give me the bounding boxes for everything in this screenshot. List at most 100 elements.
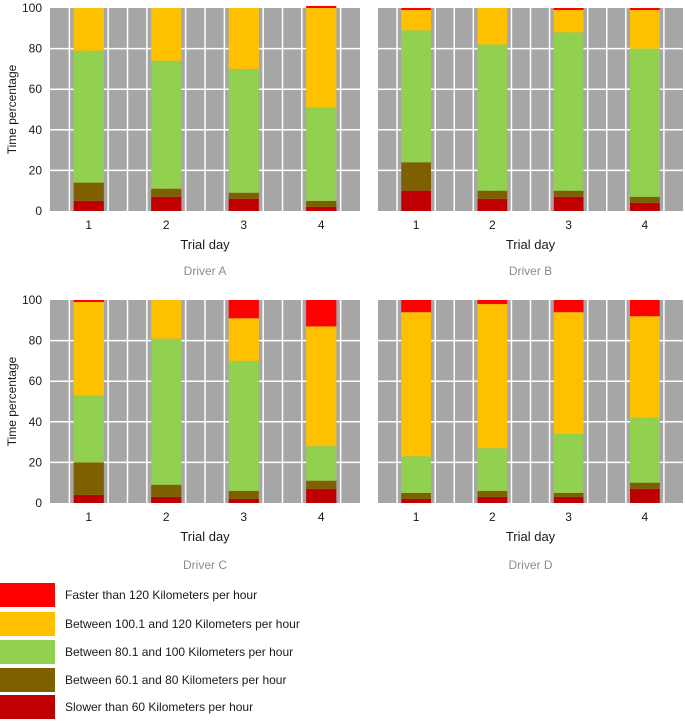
bar-segment — [553, 10, 584, 33]
bar-segment — [306, 5, 337, 8]
y-tick-label: 20 — [29, 163, 43, 177]
x-tick-label: 2 — [489, 510, 496, 524]
chart-title: Driver C — [183, 558, 227, 572]
bar-segment — [73, 300, 104, 303]
y-tick-label: 80 — [29, 42, 43, 56]
bar-segment — [228, 198, 259, 211]
x-tick-label: 3 — [565, 510, 572, 524]
bar-segment — [630, 10, 660, 49]
x-tick-label: 1 — [85, 218, 92, 232]
bar-segment — [553, 8, 584, 11]
legend-item-between-80-100: Between 80.1 and 100 Kilometers per hour — [0, 640, 293, 664]
x-tick-label: 3 — [240, 218, 247, 232]
legend-label: Slower than 60 Kilometers per hour — [65, 700, 254, 714]
legend-item-slower-60: Slower than 60 Kilometers per hour — [0, 695, 253, 719]
bar-segment — [401, 10, 431, 31]
bar-segment — [228, 68, 259, 193]
legend-label: Faster than 120 Kilometers per hour — [65, 588, 258, 602]
y-tick-label: 20 — [29, 455, 43, 469]
bar-segment — [151, 60, 182, 189]
bar-segment — [477, 198, 508, 211]
y-tick-label: 80 — [29, 334, 43, 348]
bar-segment — [630, 316, 660, 418]
bar-segment — [73, 50, 104, 183]
bar-segment — [477, 304, 508, 449]
bar-segment — [401, 30, 431, 163]
bar-segment — [630, 48, 660, 197]
bar-segment — [228, 192, 259, 199]
bar-segment — [401, 8, 431, 11]
bar-segment — [151, 188, 182, 197]
bar-segment — [553, 32, 584, 191]
legend-swatch-slower-60 — [0, 695, 55, 719]
bar-segment — [306, 488, 337, 503]
x-axis-label: Trial day — [506, 237, 556, 252]
bar-segment — [151, 300, 182, 339]
bar-segment — [553, 190, 584, 197]
bar-segment — [553, 300, 584, 313]
x-tick-label: 1 — [413, 510, 420, 524]
bar-segment — [401, 498, 431, 503]
y-tick-label: 60 — [29, 82, 43, 96]
bar-segment — [306, 446, 337, 481]
legend-swatch-between-100-120 — [0, 612, 55, 636]
x-axis-label: Trial day — [506, 529, 556, 544]
chart-title: Driver D — [509, 558, 553, 572]
bar-segment — [306, 206, 337, 211]
x-tick-label: 4 — [318, 510, 325, 524]
x-axis-label: Trial day — [180, 237, 230, 252]
bar-segment — [228, 8, 259, 69]
legend-swatch-between-60-80 — [0, 668, 55, 692]
x-tick-label: 2 — [163, 218, 170, 232]
bar-segment — [401, 190, 431, 211]
bar-segment — [553, 492, 584, 497]
y-tick-label: 100 — [22, 1, 42, 15]
bar-segment — [151, 338, 182, 485]
bar-segment — [151, 8, 182, 61]
bar-segment — [630, 488, 660, 503]
y-tick-label: 40 — [29, 123, 43, 137]
bar-segment — [630, 202, 660, 211]
bar-segment — [306, 200, 337, 207]
bar-segment — [553, 496, 584, 503]
x-axis-label: Trial day — [180, 529, 230, 544]
legend-label: Between 80.1 and 100 Kilometers per hour — [65, 645, 294, 659]
x-tick-label: 3 — [240, 510, 247, 524]
bar-segment — [477, 496, 508, 503]
legend-swatch-between-80-100 — [0, 640, 55, 664]
x-tick-label: 3 — [565, 218, 572, 232]
bar-segment — [630, 196, 660, 203]
bar-segment — [306, 107, 337, 201]
legend-label: Between 60.1 and 80 Kilometers per hour — [65, 673, 287, 687]
bar-segment — [73, 302, 104, 396]
bar-segment — [477, 8, 508, 45]
bar-segment — [401, 312, 431, 457]
bar-segment — [73, 200, 104, 211]
legend-item-faster-120: Faster than 120 Kilometers per hour — [0, 583, 257, 607]
bar-segment — [401, 492, 431, 499]
bar-segment — [630, 482, 660, 489]
bar-segment — [151, 484, 182, 497]
bar-segment — [553, 312, 584, 434]
bar-segment — [151, 496, 182, 503]
y-tick-label: 40 — [29, 415, 43, 429]
chart-title: Driver B — [509, 264, 552, 278]
bar-segment — [401, 162, 431, 191]
bar-segment — [228, 498, 259, 503]
bar-segment — [630, 300, 660, 317]
bar-segment — [73, 395, 104, 463]
legend-item-between-100-120: Between 100.1 and 120 Kilometers per hou… — [0, 612, 300, 636]
bar-segment — [73, 494, 104, 503]
bar-segment — [477, 448, 508, 491]
bar-segment — [553, 196, 584, 211]
y-tick-label: 0 — [35, 496, 42, 510]
bar-segment — [630, 8, 660, 11]
bar-segment — [228, 300, 259, 319]
bar-segment — [151, 196, 182, 211]
x-tick-label: 4 — [642, 218, 649, 232]
x-tick-label: 1 — [413, 218, 420, 232]
bar-segment — [73, 182, 104, 201]
legend-label: Between 100.1 and 120 Kilometers per hou… — [65, 617, 300, 631]
x-tick-label: 1 — [85, 510, 92, 524]
